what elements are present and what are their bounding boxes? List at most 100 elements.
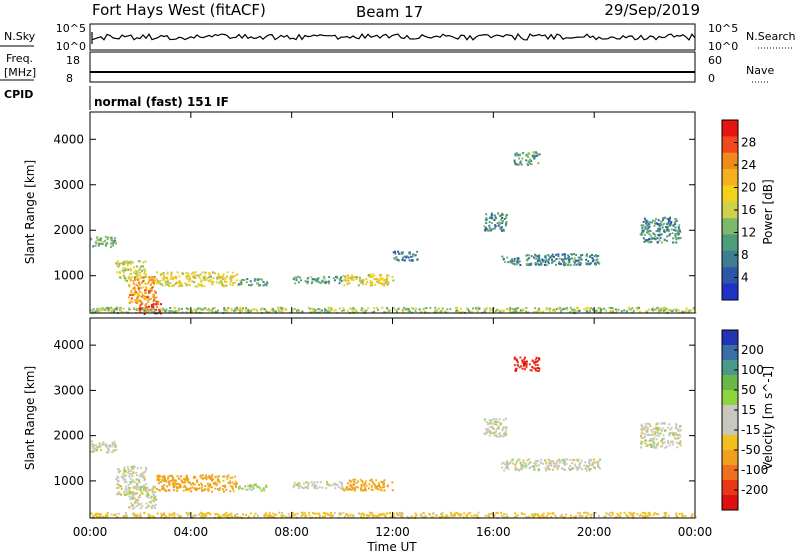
range-gate-cell [148,305,150,308]
range-gate-cell [369,479,372,482]
range-gate-cell [222,275,225,278]
range-gate-cell [418,308,421,311]
scatter-patch [501,253,601,267]
colorbar-tick-label: 24 [741,158,756,172]
range-gate-cell [367,274,370,277]
range-gate-cell [569,311,572,314]
range-gate-cell [540,461,543,464]
range-gate-cell [111,241,114,244]
colorbar-tick-label: 28 [741,136,756,150]
range-gate-cell [640,423,643,426]
range-gate-cell [115,306,118,309]
range-gate-cell [258,284,261,287]
range-gate-cell [434,306,437,309]
range-gate-cell [656,306,659,309]
range-gate-cell [364,482,367,485]
range-gate-cell [372,482,375,484]
range-gate-cell [649,514,652,517]
range-gate-cell [537,468,540,471]
range-gate-cell [152,306,155,309]
range-gate-cell [649,235,652,238]
range-gate-cell [129,260,132,263]
range-gate-cell [605,512,608,515]
range-gate-cell [295,276,298,279]
range-gate-cell [371,511,373,514]
range-gate-cell [206,309,209,312]
range-gate-cell [144,466,147,469]
colorbar-swatch [722,390,738,406]
range-gate-cell [137,503,140,506]
range-gate-cell [594,261,597,264]
range-gate-cell [654,427,657,430]
range-gate-cell [653,437,655,440]
range-gate-cell [104,515,107,518]
range-gate-cell [109,445,112,448]
range-gate-cell [548,310,551,313]
range-gate-cell [576,512,579,514]
range-gate-cell [250,310,252,313]
range-gate-cell [236,306,238,309]
range-gate-cell [124,269,126,272]
range-gate-cell [673,308,676,311]
range-gate-cell [674,233,677,236]
range-gate-cell [137,479,139,482]
range-gate-cell [578,514,581,517]
range-gate-cell [192,276,195,279]
range-gate-cell [641,429,644,432]
range-gate-cell [209,274,212,277]
range-gate-cell [107,444,110,447]
range-gate-cell [148,514,151,517]
range-gate-cell [244,309,247,312]
range-gate-cell [518,157,521,160]
range-gate-cell [644,219,647,222]
range-gate-cell [360,307,363,310]
range-gate-cell [117,468,120,471]
freq-strip-frame [89,51,696,83]
range-gate-cell [537,255,540,258]
range-gate-cell [423,516,426,519]
range-gate-cell [222,479,225,482]
range-gate-cell [116,271,119,274]
range-gate-cell [519,461,522,464]
range-gate-cell [532,465,535,468]
range-gate-cell [679,440,682,443]
range-gate-cell [534,459,537,462]
range-gate-cell [392,251,395,254]
range-gate-cell [184,478,187,481]
range-gate-cell [391,276,394,278]
range-gate-cell [176,310,178,313]
range-gate-cell [674,235,677,237]
range-gate-cell [485,226,487,229]
scatter-patch [513,356,541,372]
colorbar-swatch [722,480,738,496]
range-gate-cell [571,253,574,256]
range-gate-cell [535,513,538,516]
range-gate-cell [648,233,651,236]
range-gate-cell [118,307,121,309]
range-gate-cell [135,298,138,301]
colorbar-tick-label: -100 [741,463,768,477]
range-gate-cell [504,429,507,432]
range-gate-cell [599,310,602,313]
range-gate-cell [467,512,470,515]
range-gate-cell [245,306,247,309]
range-gate-cell [423,310,426,313]
range-gate-cell [625,514,628,516]
range-gate-cell [257,282,260,285]
range-gate-cell [514,358,517,361]
range-gate-cell [183,481,186,484]
range-gate-cell [484,228,487,231]
range-gate-cell [139,308,142,311]
range-gate-cell [650,241,653,243]
range-gate-cell [597,464,600,467]
range-gate-cell [252,487,255,490]
range-gate-cell [202,276,205,279]
range-gate-cell [465,514,468,517]
range-gate-cell [90,237,93,240]
range-gate-cell [677,429,680,432]
freq-label: Freq. [6,52,33,65]
range-gate-cell [119,308,122,311]
range-gate-cell [137,270,140,273]
scatter-patch [483,417,508,438]
range-gate-cell [135,505,138,508]
